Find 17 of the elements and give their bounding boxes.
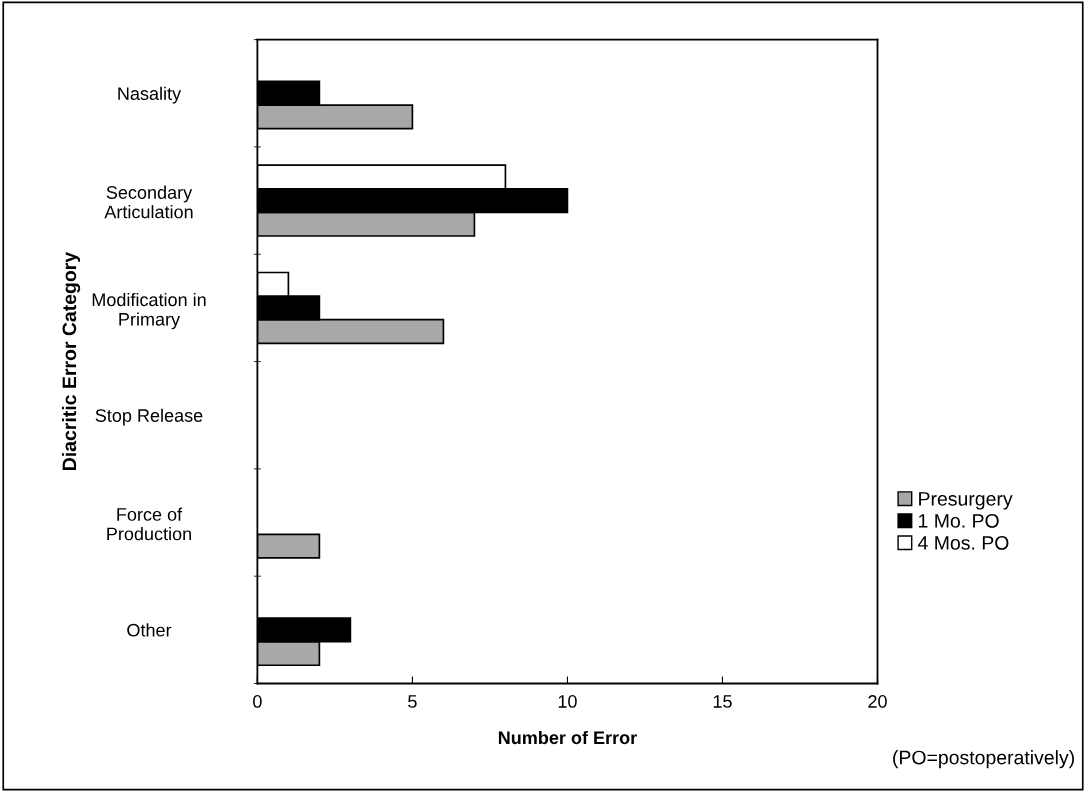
x-tick-label: 20 (868, 695, 887, 708)
x-tick-label: 5 (408, 695, 417, 708)
y-tick-label: Modification in Primary (92, 292, 206, 330)
y-tick-label: Stop Release (95, 408, 203, 426)
y-tick-label: Force of Production (107, 507, 191, 541)
x-axis-title: Number of Error (498, 730, 637, 745)
text: (PO=postoperatively) (893, 750, 1074, 769)
legend-label: 1 Mo. PO (919, 513, 999, 528)
x-tick-label: 10 (558, 695, 577, 708)
y-axis-title: Diacritic Error Category (61, 251, 81, 470)
x-tick-label: 15 (713, 695, 732, 708)
y-tick-label: Other (127, 623, 172, 637)
y-tick-label: Nasality (118, 86, 182, 104)
legend-label: Presurgery (919, 492, 1013, 510)
y-tick-label: Secondary Articulation (104, 185, 193, 219)
x-tick-label: 0 (253, 695, 262, 708)
legend-label: 4 Mos. PO (917, 535, 1009, 550)
